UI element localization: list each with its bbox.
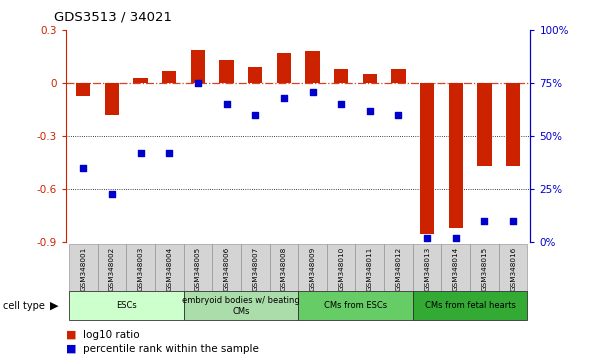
Point: [107, 191, 117, 196]
Text: GSM348015: GSM348015: [481, 247, 488, 291]
Point: [480, 218, 489, 224]
Bar: [470, 244, 499, 292]
Bar: [183, 244, 212, 292]
Bar: [69, 291, 183, 320]
Point: [365, 108, 375, 114]
Point: [78, 165, 88, 171]
Text: log10 ratio: log10 ratio: [83, 330, 140, 339]
Text: GSM348005: GSM348005: [195, 247, 201, 291]
Text: GSM348004: GSM348004: [166, 247, 172, 291]
Point: [279, 95, 289, 101]
Point: [136, 150, 145, 156]
Text: percentile rank within the sample: percentile rank within the sample: [83, 344, 259, 354]
Point: [193, 80, 203, 86]
Bar: [327, 244, 356, 292]
Point: [251, 112, 260, 118]
Text: cell type: cell type: [3, 301, 45, 311]
Point: [164, 150, 174, 156]
Text: embryoid bodies w/ beating
CMs: embryoid bodies w/ beating CMs: [182, 296, 300, 315]
Bar: [391, 69, 406, 83]
Bar: [506, 83, 521, 166]
Bar: [212, 244, 241, 292]
Bar: [241, 244, 269, 292]
Bar: [363, 74, 377, 83]
Bar: [183, 291, 298, 320]
Bar: [98, 244, 126, 292]
Text: GDS3513 / 34021: GDS3513 / 34021: [54, 11, 172, 24]
Bar: [162, 71, 177, 83]
Bar: [277, 53, 291, 83]
Point: [307, 89, 317, 95]
Text: CMs from ESCs: CMs from ESCs: [324, 301, 387, 310]
Bar: [269, 244, 298, 292]
Bar: [76, 83, 90, 96]
Text: GSM348003: GSM348003: [137, 247, 144, 291]
Text: ESCs: ESCs: [116, 301, 136, 310]
Bar: [155, 244, 183, 292]
Bar: [133, 78, 148, 83]
Point: [508, 218, 518, 224]
Point: [451, 235, 461, 241]
Bar: [477, 83, 492, 166]
Text: GSM348007: GSM348007: [252, 247, 258, 291]
Text: GSM348001: GSM348001: [80, 247, 86, 291]
Text: GSM348016: GSM348016: [510, 247, 516, 291]
Point: [336, 102, 346, 107]
Bar: [104, 83, 119, 115]
Text: GSM348011: GSM348011: [367, 247, 373, 291]
Text: ▶: ▶: [49, 301, 58, 311]
Bar: [126, 244, 155, 292]
Bar: [499, 244, 527, 292]
Bar: [384, 244, 413, 292]
Text: GSM348009: GSM348009: [310, 247, 315, 291]
Text: GSM348012: GSM348012: [395, 247, 401, 291]
Bar: [219, 60, 233, 83]
Bar: [356, 244, 384, 292]
Bar: [191, 50, 205, 83]
Point: [393, 112, 403, 118]
Text: GSM348008: GSM348008: [281, 247, 287, 291]
Bar: [413, 244, 442, 292]
Bar: [69, 244, 98, 292]
Text: ■: ■: [66, 330, 76, 339]
Bar: [298, 291, 413, 320]
Text: GSM348013: GSM348013: [424, 247, 430, 291]
Text: GSM348010: GSM348010: [338, 247, 344, 291]
Text: CMs from fetal hearts: CMs from fetal hearts: [425, 301, 516, 310]
Bar: [413, 291, 527, 320]
Bar: [448, 83, 463, 228]
Bar: [248, 67, 262, 83]
Bar: [420, 83, 434, 234]
Bar: [298, 244, 327, 292]
Bar: [306, 51, 320, 83]
Text: GSM348002: GSM348002: [109, 247, 115, 291]
Point: [222, 102, 232, 107]
Text: GSM348014: GSM348014: [453, 247, 459, 291]
Text: GSM348006: GSM348006: [224, 247, 230, 291]
Text: ■: ■: [66, 344, 76, 354]
Point: [422, 235, 432, 241]
Bar: [334, 69, 348, 83]
Bar: [442, 244, 470, 292]
